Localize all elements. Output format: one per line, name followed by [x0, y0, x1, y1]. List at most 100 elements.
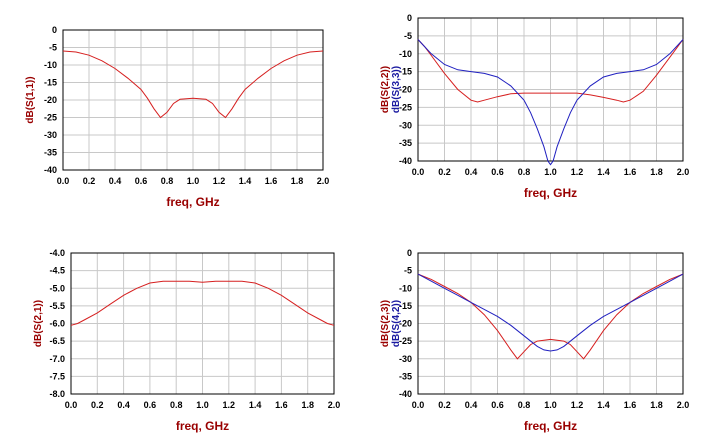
- y-tick-label: -8.0: [49, 389, 65, 399]
- x-tick-label: 0.6: [491, 400, 504, 410]
- x-tick-label: 0.4: [465, 400, 478, 410]
- x-tick-label: 1.0: [544, 400, 557, 410]
- x-tick-label: 1.0: [196, 400, 209, 410]
- x-tick-label: 1.2: [223, 400, 236, 410]
- y-tick-label: -25: [399, 336, 412, 346]
- y-tick-label: -35: [399, 371, 412, 381]
- y-tick-label: -6.5: [49, 336, 65, 346]
- y-tick-label: -30: [44, 130, 57, 140]
- x-tick-label: 1.8: [301, 400, 314, 410]
- y-tick-label: -5: [49, 43, 57, 53]
- series-line: [417, 273, 684, 352]
- plot-frame: [62, 29, 324, 171]
- x-tick-label: 0.4: [465, 167, 478, 177]
- y-tick-label: -5.5: [49, 301, 65, 311]
- x-tick-label: 1.2: [571, 400, 584, 410]
- x-tick-label: 1.6: [624, 400, 637, 410]
- y-tick-label: -10: [399, 49, 412, 59]
- x-tick-label: 0.8: [170, 400, 183, 410]
- chart-panel: 0.0 0.2 0.4 0.6 0.8 1.0 1.2 1.4 1.6 1.8 2.0 0 -5 -10 -…: [25, 25, 329, 209]
- grid: [70, 252, 335, 395]
- y-tick-label: -15: [44, 78, 57, 88]
- y-tick-label: -4.0: [49, 248, 65, 258]
- x-tick-label: 0.4: [109, 176, 122, 186]
- x-tick-label: 1.4: [239, 176, 252, 186]
- x-tick-label: 1.8: [291, 176, 304, 186]
- y-tick-label: -30: [399, 354, 412, 364]
- x-tick-label: 0.2: [438, 400, 451, 410]
- y-tick-label: -15: [399, 301, 412, 311]
- x-axis-label: freq, GHz: [166, 195, 219, 209]
- series-line: [417, 39, 684, 166]
- y-tick-label: -20: [399, 319, 412, 329]
- x-tick-label: 0.6: [135, 176, 148, 186]
- x-tick-label: 0.2: [438, 167, 451, 177]
- x-tick-label: 0.0: [57, 176, 70, 186]
- chart-panel: 0.0 0.2 0.4 0.6 0.8 1.0 1.2 1.4 1.6 1.8 2.0 0 -5 -10 -…: [380, 13, 689, 200]
- y-tick-label: -25: [399, 102, 412, 112]
- x-tick-label: 0.0: [65, 400, 78, 410]
- x-tick-label: 1.4: [597, 400, 610, 410]
- y-tick-label: -4.5: [49, 266, 65, 276]
- x-tick-label: 2.0: [677, 167, 690, 177]
- x-tick-label: 0.2: [91, 400, 104, 410]
- y-tick-label: 0: [407, 13, 412, 23]
- x-tick-label: 0.8: [161, 176, 174, 186]
- x-axis-label: freq, GHz: [176, 419, 229, 433]
- series-line: [417, 39, 684, 103]
- x-tick-label: 0.0: [412, 400, 425, 410]
- y-tick-label: -40: [399, 156, 412, 166]
- y-tick-label: -30: [399, 120, 412, 130]
- chart-panel: 0.0 0.2 0.4 0.6 0.8 1.0 1.2 1.4 1.6 1.8 2.0 -4.0 -4.…: [33, 248, 340, 433]
- chart-panel: 0.0 0.2 0.4 0.6 0.8 1.0 1.2 1.4 1.6 1.8 2.0 0 -5 -10 -…: [380, 248, 689, 433]
- x-tick-label: 1.6: [265, 176, 278, 186]
- x-tick-label: 1.0: [187, 176, 200, 186]
- x-axis-label: freq, GHz: [524, 186, 577, 200]
- x-tick-label: 0.4: [117, 400, 130, 410]
- x-axis-label: freq, GHz: [524, 419, 577, 433]
- x-tick-label: 2.0: [317, 176, 330, 186]
- x-tick-label: 1.8: [650, 167, 663, 177]
- y-axis-label: dB(S(2,3))dB(S(4,2)): [380, 300, 402, 347]
- x-tick-label: 1.8: [650, 400, 663, 410]
- y-tick-label: -7.5: [49, 371, 65, 381]
- x-tick-label: 0.2: [83, 176, 96, 186]
- x-tick-label: 0.0: [412, 167, 425, 177]
- x-tick-label: 1.2: [571, 167, 584, 177]
- y-tick-label: -35: [44, 148, 57, 158]
- y-tick-label: -20: [44, 95, 57, 105]
- x-tick-label: 0.6: [491, 167, 504, 177]
- grid: [417, 252, 684, 395]
- y-tick-label: -10: [44, 60, 57, 70]
- series-line: [70, 280, 335, 326]
- x-tick-label: 2.0: [677, 400, 690, 410]
- x-tick-label: 0.6: [144, 400, 157, 410]
- y-tick-label: -7.0: [49, 354, 65, 364]
- y-tick-label: 0: [407, 248, 412, 258]
- x-tick-label: 1.2: [213, 176, 226, 186]
- plot-frame: [417, 17, 684, 162]
- series-line: [62, 50, 324, 119]
- y-tick-label: -25: [44, 113, 57, 123]
- y-axis-label: dB(S(1,1)): [25, 76, 36, 123]
- plot-frame: [70, 252, 335, 395]
- x-tick-label: 2.0: [328, 400, 341, 410]
- y-tick-label: -35: [399, 138, 412, 148]
- y-tick-label: -5.0: [49, 283, 65, 293]
- x-tick-label: 1.6: [624, 167, 637, 177]
- y-tick-label: -5: [404, 266, 412, 276]
- y-tick-label: -5: [404, 31, 412, 41]
- y-tick-label: -10: [399, 283, 412, 293]
- x-tick-label: 0.8: [518, 400, 531, 410]
- x-tick-label: 1.6: [275, 400, 288, 410]
- y-axis-label-part: dB(S(1,1)): [25, 76, 36, 123]
- x-tick-label: 1.4: [249, 400, 262, 410]
- x-tick-label: 1.0: [544, 167, 557, 177]
- y-axis-label-part: dB(S(2,2)): [380, 66, 391, 113]
- y-axis-label-part: dB(S(4,2)): [391, 300, 402, 347]
- plot-frame: [417, 252, 684, 395]
- y-axis-label-part: dB(S(3,3)): [391, 66, 402, 113]
- y-tick-label: -40: [44, 165, 57, 175]
- y-tick-label: -40: [399, 389, 412, 399]
